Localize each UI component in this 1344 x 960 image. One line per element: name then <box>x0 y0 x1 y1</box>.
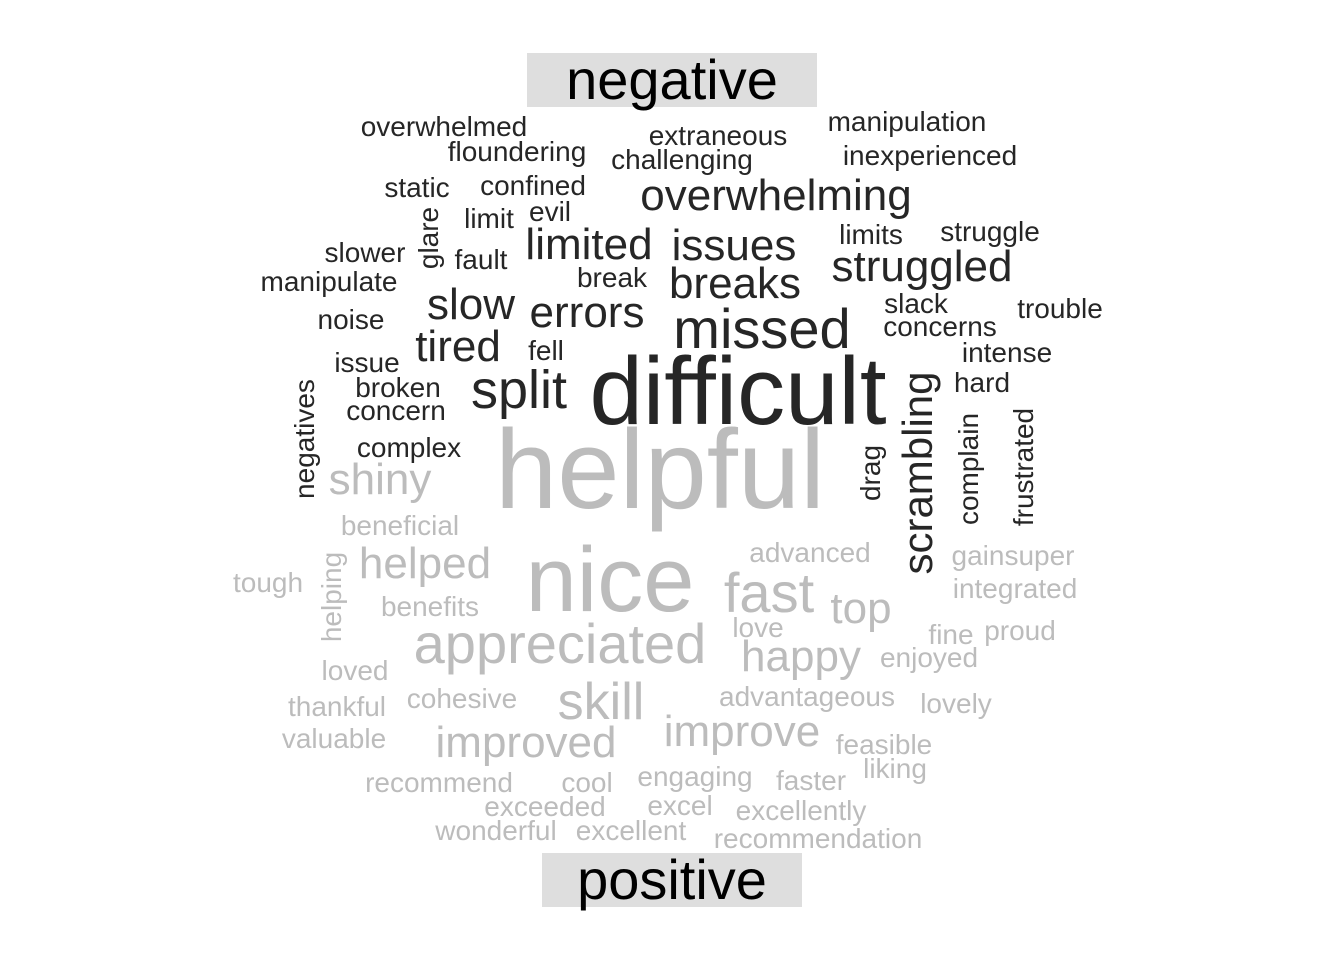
word-floundering: floundering <box>447 136 587 167</box>
word-frustrated: frustrated <box>1008 407 1039 527</box>
word-noise: noise <box>317 304 385 335</box>
word-feasible: feasible <box>835 729 933 760</box>
negative-group-label: negative <box>527 52 817 108</box>
word-hard: hard <box>953 367 1011 398</box>
word-liking: liking <box>863 753 927 784</box>
word-recommendation: recommendation <box>713 823 923 854</box>
word-shiny: shiny <box>328 455 432 504</box>
word-concerns: concerns <box>883 311 997 342</box>
word-slower: slower <box>324 237 406 268</box>
word-limited: limited <box>525 220 653 269</box>
word-issue: issue <box>334 347 400 378</box>
word-fault: fault <box>454 244 508 275</box>
word-cohesive: cohesive <box>406 683 518 714</box>
word-errors: errors <box>529 288 645 337</box>
word-fell: fell <box>528 335 564 366</box>
word-glare: glare <box>413 206 444 270</box>
word-loved: loved <box>321 655 389 686</box>
word-breaks: breaks <box>668 259 802 308</box>
word-tough: tough <box>232 567 304 598</box>
word-complain: complain <box>953 412 984 526</box>
word-excel: excel <box>647 790 713 821</box>
word-manipulation: manipulation <box>827 106 987 137</box>
word-helped: helped <box>358 539 492 588</box>
word-faster: faster <box>775 765 847 796</box>
word-slack: slack <box>884 288 948 319</box>
word-gainsuper: gainsuper <box>951 540 1075 571</box>
word-fast: fast <box>723 561 815 624</box>
positive-group-label: positive <box>542 852 802 908</box>
word-exceeded: exceeded <box>484 791 606 822</box>
word-thankful: thankful <box>287 691 387 722</box>
word-cool: cool <box>561 767 613 798</box>
word-struggle: struggle <box>940 216 1040 247</box>
word-split: split <box>470 360 568 420</box>
word-evil: evil <box>528 196 572 227</box>
word-engaging: engaging <box>637 761 753 792</box>
word-static: static <box>384 172 450 203</box>
word-break: break <box>576 262 648 293</box>
word-lovely: lovely <box>920 688 992 719</box>
word-tired: tired <box>415 322 501 371</box>
word-enjoyed: enjoyed <box>879 642 979 673</box>
word-improved: improved <box>435 718 617 767</box>
word-wonderful: wonderful <box>435 815 557 846</box>
word-challenging: challenging <box>611 144 753 175</box>
word-nice: nice <box>525 529 695 631</box>
word-overwhelming: overwhelming <box>640 171 912 220</box>
word-benefits: benefits <box>380 591 480 622</box>
word-intense: intense <box>961 337 1053 368</box>
word-improve: improve <box>663 707 821 756</box>
word-valuable: valuable <box>281 723 387 754</box>
word-proud: proud <box>984 615 1056 646</box>
word-missed: missed <box>673 297 851 360</box>
word-limit: limit <box>464 203 514 234</box>
word-drag: drag <box>855 444 886 502</box>
word-advantageous: advantageous <box>719 681 895 712</box>
word-negatives: negatives <box>289 379 320 499</box>
word-confined: confined <box>480 170 586 201</box>
word-helping: helping <box>316 551 347 643</box>
word-scrambling: scrambling <box>894 371 941 575</box>
word-complex: complex <box>356 432 462 463</box>
word-concern: concern <box>346 395 446 426</box>
word-overwhelmed: overwhelmed <box>360 111 528 142</box>
word-slow: slow <box>426 280 516 329</box>
word-inexperienced: inexperienced <box>842 140 1018 171</box>
word-difficult: difficult <box>589 338 887 445</box>
word-top: top <box>830 584 892 633</box>
word-limits: limits <box>839 219 903 250</box>
word-integrated: integrated <box>952 573 1078 604</box>
word-excellent: excellent <box>575 815 687 846</box>
word-issues: issues <box>671 221 797 270</box>
word-manipulate: manipulate <box>260 266 398 297</box>
word-struggled: struggled <box>831 242 1013 291</box>
word-beneficial: beneficial <box>340 510 460 541</box>
word-helpful: helpful <box>494 407 826 532</box>
word-broken: broken <box>355 372 441 403</box>
word-trouble: trouble <box>1017 293 1103 324</box>
word-recommend: recommend <box>365 767 513 798</box>
word-happy: happy <box>741 632 861 681</box>
word-skill: skill <box>557 673 645 731</box>
word-excellently: excellently <box>735 795 867 826</box>
word-fine: fine <box>928 619 974 650</box>
word-appreciated: appreciated <box>413 612 707 675</box>
word-extraneous: extraneous <box>648 120 788 151</box>
word-love: love <box>732 612 784 643</box>
word-advanced: advanced <box>749 537 871 568</box>
